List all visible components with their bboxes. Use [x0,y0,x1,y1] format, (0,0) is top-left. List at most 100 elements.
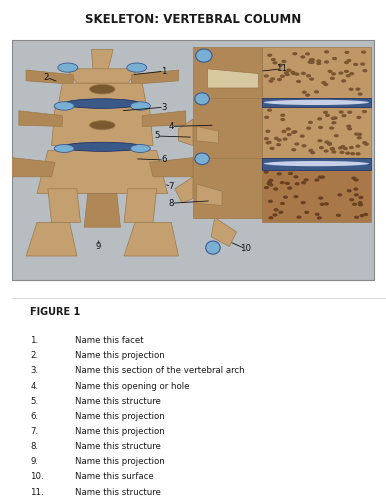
Ellipse shape [288,172,293,175]
Ellipse shape [323,110,328,114]
Ellipse shape [318,126,323,129]
Ellipse shape [286,128,291,130]
Ellipse shape [353,188,359,191]
Ellipse shape [296,216,301,219]
Ellipse shape [269,146,274,150]
Polygon shape [178,119,193,146]
Ellipse shape [358,196,363,199]
Ellipse shape [58,63,78,72]
Ellipse shape [305,52,310,56]
Ellipse shape [280,181,285,184]
Ellipse shape [344,50,349,54]
Ellipse shape [321,81,326,84]
Ellipse shape [308,60,313,64]
Ellipse shape [277,78,282,81]
Ellipse shape [304,210,309,214]
Ellipse shape [267,108,272,112]
Ellipse shape [359,214,364,218]
Ellipse shape [314,90,319,94]
Polygon shape [19,111,63,126]
Ellipse shape [362,141,367,144]
Text: 3.: 3. [30,366,39,376]
Ellipse shape [278,210,283,214]
Ellipse shape [292,52,297,56]
Text: 10: 10 [240,244,251,254]
Ellipse shape [264,186,269,190]
Ellipse shape [295,72,300,76]
Ellipse shape [310,60,315,64]
Ellipse shape [264,100,369,105]
Ellipse shape [327,142,332,145]
Ellipse shape [273,61,278,64]
Polygon shape [66,69,139,83]
Ellipse shape [325,114,330,117]
Ellipse shape [206,241,220,254]
Text: 4: 4 [168,122,174,131]
Ellipse shape [324,202,329,205]
Polygon shape [262,158,371,170]
Polygon shape [175,177,193,203]
Ellipse shape [345,74,351,78]
Ellipse shape [318,196,323,200]
Ellipse shape [361,50,366,54]
Ellipse shape [273,188,278,190]
Polygon shape [48,189,81,222]
Ellipse shape [320,176,325,179]
Ellipse shape [291,148,296,152]
Text: Name this projection: Name this projection [75,427,165,436]
Ellipse shape [357,136,362,140]
Polygon shape [196,126,218,143]
Ellipse shape [308,58,314,61]
Ellipse shape [281,130,286,133]
Text: 11: 11 [276,64,288,74]
Ellipse shape [294,142,300,146]
Ellipse shape [271,58,276,61]
Ellipse shape [295,182,300,186]
Ellipse shape [130,144,151,152]
Ellipse shape [196,49,212,62]
Ellipse shape [302,90,307,94]
Polygon shape [124,189,157,222]
Text: 8: 8 [168,198,174,207]
Ellipse shape [300,56,305,58]
Ellipse shape [268,178,273,182]
Ellipse shape [291,130,296,134]
Ellipse shape [357,132,362,136]
Polygon shape [37,150,168,194]
Ellipse shape [357,201,363,204]
Polygon shape [59,83,146,102]
Ellipse shape [333,116,338,119]
Ellipse shape [349,72,354,76]
Ellipse shape [327,142,332,146]
Ellipse shape [352,202,357,206]
Ellipse shape [339,72,344,74]
Ellipse shape [341,79,346,82]
Ellipse shape [274,208,279,212]
Text: Name this structure: Name this structure [75,442,161,451]
Ellipse shape [337,193,342,196]
Ellipse shape [293,195,298,198]
Polygon shape [262,98,371,107]
Text: Name this section of the vertebral arch: Name this section of the vertebral arch [75,366,245,376]
Text: 10.: 10. [30,472,44,482]
Text: 1.: 1. [30,336,39,345]
Ellipse shape [314,178,320,182]
Text: Name this projection: Name this projection [75,351,165,360]
Ellipse shape [345,152,350,155]
Text: 7.: 7. [30,427,39,436]
Ellipse shape [344,61,349,64]
Ellipse shape [300,134,305,138]
Ellipse shape [362,69,367,72]
Text: Name this opening or hole: Name this opening or hole [75,382,190,390]
Polygon shape [262,170,371,222]
Polygon shape [12,158,55,177]
Ellipse shape [338,146,343,150]
Ellipse shape [339,110,344,114]
Ellipse shape [283,196,288,199]
Ellipse shape [309,78,314,81]
Ellipse shape [264,137,269,140]
Ellipse shape [323,83,328,86]
Ellipse shape [330,148,335,151]
Polygon shape [208,69,258,88]
Ellipse shape [330,76,335,80]
